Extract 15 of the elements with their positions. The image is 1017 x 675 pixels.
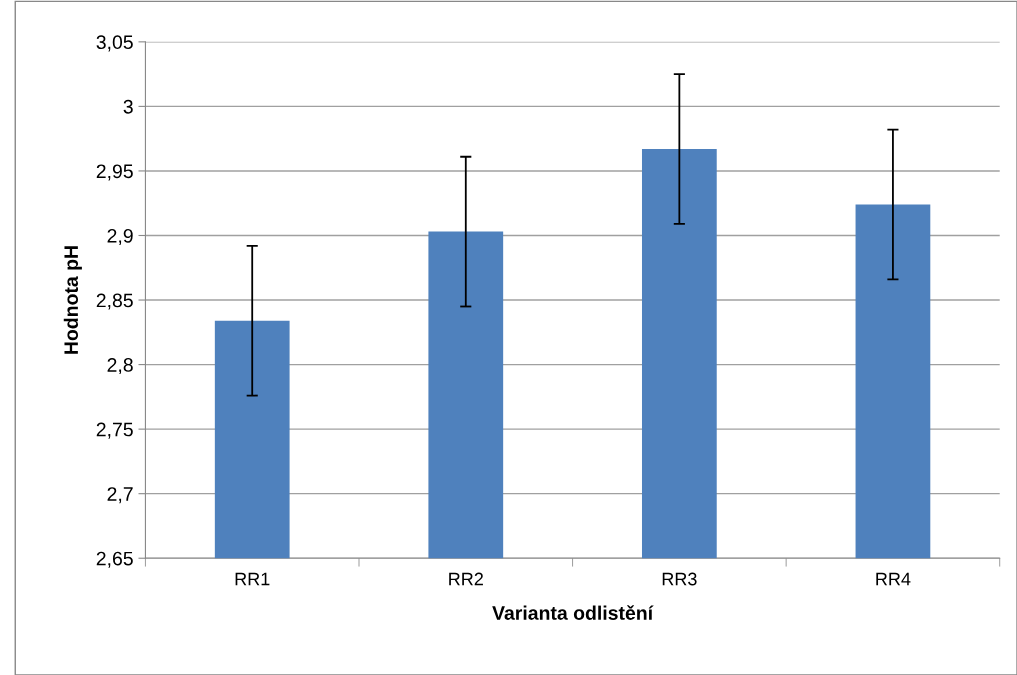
x-tick-label: RR3 [662, 572, 697, 586]
y-tick-label: 2,95 [96, 164, 133, 181]
y-tick-label: 2,9 [107, 228, 133, 246]
y-tick-label: 2,75 [96, 422, 133, 439]
x-tick-label: RR4 [876, 572, 911, 586]
y-tick-label: 2,65 [96, 551, 133, 568]
y-axis-title: Hodnota pH [63, 246, 82, 354]
x-tick-label: RR1 [235, 572, 270, 586]
x-axis-title: Varianta odlistění [492, 605, 654, 620]
y-tick-label: 3 [123, 99, 133, 114]
x-tick-label: RR2 [449, 572, 483, 586]
y-tick-label: 3,05 [96, 35, 133, 52]
y-tick-label: 2,8 [107, 358, 133, 375]
y-tick-label: 2,85 [96, 293, 133, 310]
y-tick-label: 2,7 [107, 487, 133, 504]
